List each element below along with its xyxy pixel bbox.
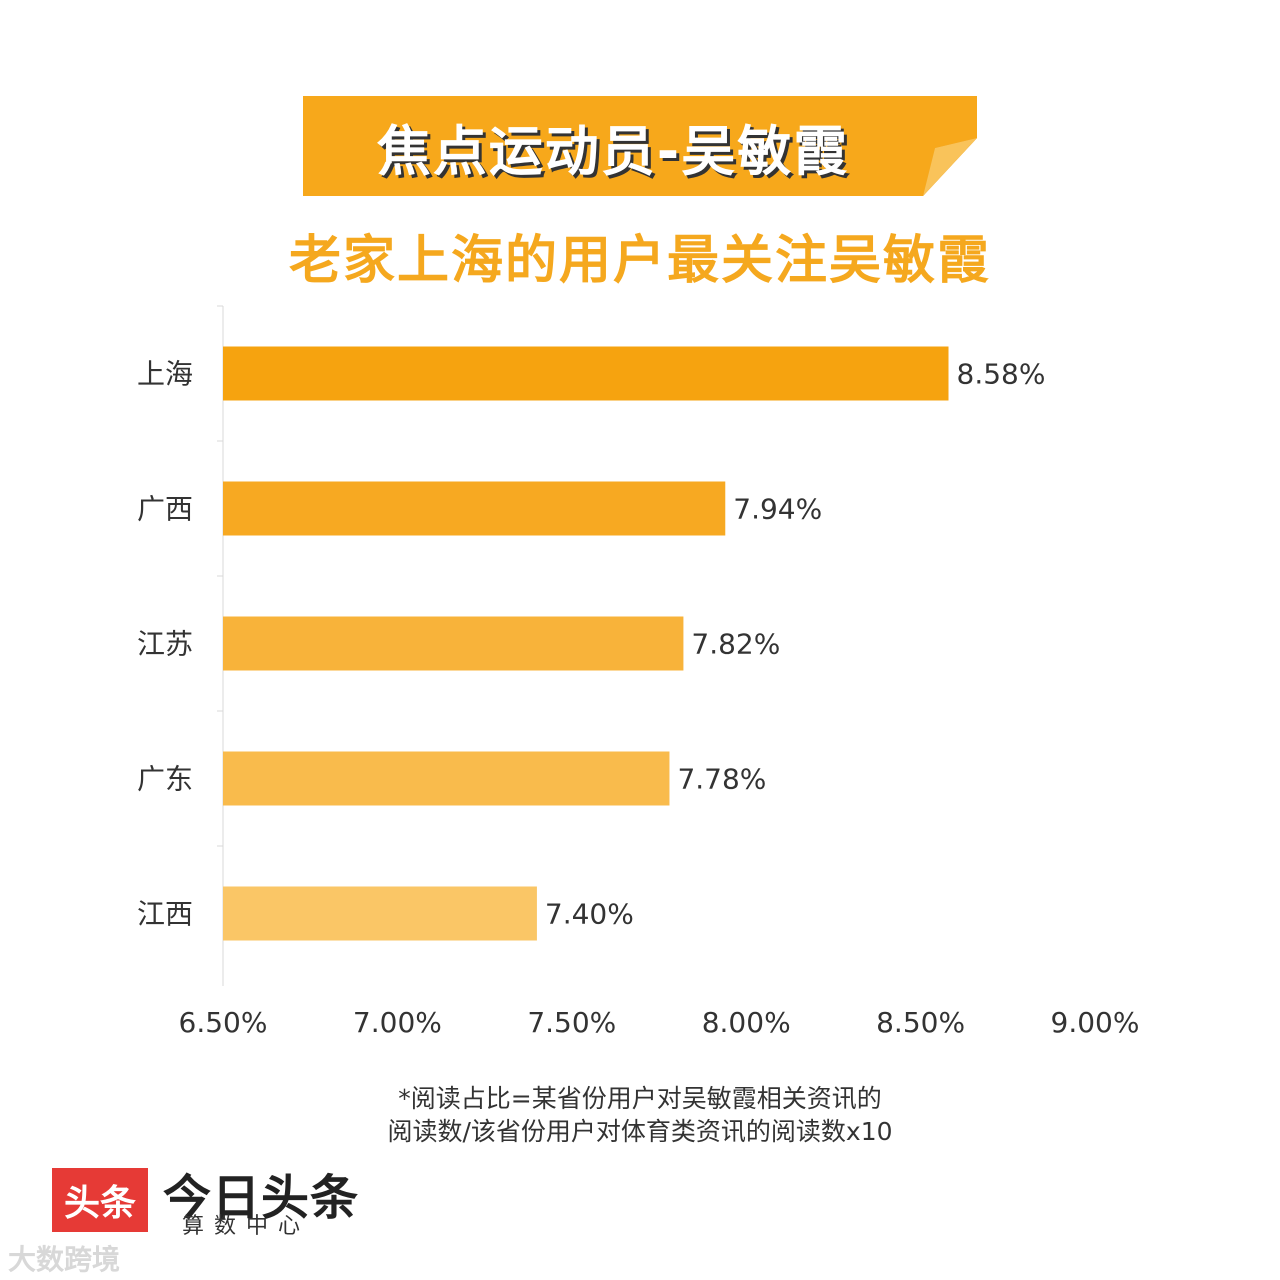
x-tick-label: 8.50% [876, 1006, 965, 1039]
x-tick-label: 7.50% [527, 1006, 616, 1039]
y-tick-label: 广西 [137, 493, 193, 526]
bar-value-label: 8.58% [957, 358, 1046, 391]
y-tick-label: 江西 [137, 898, 193, 931]
footnote-line-1: *阅读占比=某省份用户对吴敏霞相关资讯的 [398, 1084, 882, 1113]
bar [223, 751, 670, 806]
y-tick-label: 上海 [137, 358, 193, 391]
brand-name: 今日头条 [163, 1170, 360, 1226]
title-banner: 焦点运动员-吴敏霞 [303, 96, 977, 196]
y-tick-label: 江苏 [137, 628, 193, 661]
brand-subtitle: 算数中心 [182, 1214, 311, 1239]
banner-title: 焦点运动员-吴敏霞 [376, 119, 850, 183]
bar [223, 886, 537, 941]
x-tick-label: 8.00% [702, 1006, 791, 1039]
bar [223, 346, 949, 401]
x-tick-label: 6.50% [179, 1006, 268, 1039]
watermark: 大数跨境 [8, 1243, 121, 1276]
bar [223, 481, 726, 536]
x-tick-label: 7.00% [353, 1006, 442, 1039]
bar-value-label: 7.78% [677, 763, 766, 796]
bar-value-label: 7.40% [545, 898, 634, 931]
y-tick-label: 广东 [137, 763, 193, 796]
banner-shape [303, 96, 977, 196]
bar-chart: 上海 8.58% 广西 7.94% 江苏 7.82% 广东 7.78% 江西 7.40% 6.50%… [137, 305, 1140, 1039]
toutiao-logo: 头条 [52, 1168, 148, 1232]
bar-value-label: 7.82% [691, 628, 780, 661]
bar [223, 616, 684, 671]
x-tick-label: 9.00% [1051, 1006, 1140, 1039]
footnote-line-2: 阅读数/该省份用户对体育类资讯的阅读数x10 [387, 1117, 893, 1146]
bar-value-label: 7.94% [733, 493, 822, 526]
chart-subtitle: 老家上海的用户最关注吴敏霞 [288, 231, 991, 291]
footnote: *阅读占比=某省份用户对吴敏霞相关资讯的 阅读数/该省份用户对体育类资讯的阅读数… [0, 1082, 1280, 1148]
